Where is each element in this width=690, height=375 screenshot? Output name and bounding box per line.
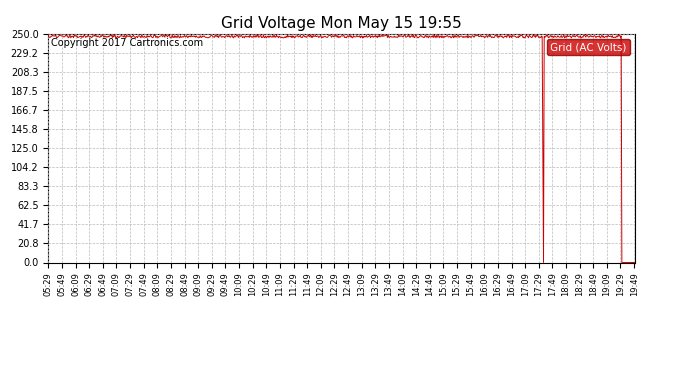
Legend: Grid (AC Volts): Grid (AC Volts): [547, 39, 629, 55]
Text: Copyright 2017 Cartronics.com: Copyright 2017 Cartronics.com: [51, 38, 204, 48]
Title: Grid Voltage Mon May 15 19:55: Grid Voltage Mon May 15 19:55: [221, 16, 462, 31]
